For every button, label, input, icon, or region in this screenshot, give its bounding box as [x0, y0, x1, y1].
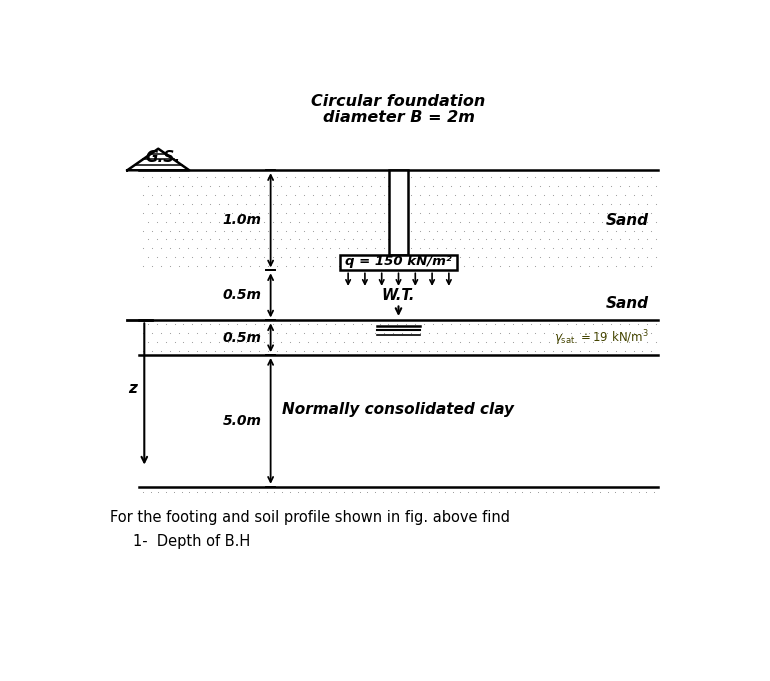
Text: G.S.: G.S.	[145, 150, 180, 165]
Text: 1.0m: 1.0m	[223, 213, 261, 227]
Text: Normally consolidated clay: Normally consolidated clay	[283, 402, 514, 417]
Text: Sand: Sand	[606, 213, 649, 228]
Text: 1-  Depth of B.H: 1- Depth of B.H	[133, 535, 251, 550]
Text: 0.5m: 0.5m	[223, 288, 261, 302]
Text: Circular foundation: Circular foundation	[311, 94, 486, 109]
Text: For the footing and soil profile shown in fig. above find: For the footing and soil profile shown i…	[110, 510, 511, 525]
Text: q = 150 kN/m²: q = 150 kN/m²	[345, 255, 452, 268]
Text: z: z	[129, 381, 137, 396]
Text: Sand: Sand	[606, 296, 649, 311]
Bar	[340, 255, 457, 270]
Text: 0.5m: 0.5m	[223, 331, 261, 345]
Bar	[389, 170, 408, 255]
Text: W.T.: W.T.	[382, 289, 415, 304]
Text: 5.0m: 5.0m	[223, 414, 261, 428]
Text: diameter B = 2m: diameter B = 2m	[323, 110, 474, 125]
Text: $\gamma_{\rm sat.}$$\doteq$$19\ \rm kN/m^3$: $\gamma_{\rm sat.}$$\doteq$$19\ \rm kN/m…	[554, 329, 649, 348]
